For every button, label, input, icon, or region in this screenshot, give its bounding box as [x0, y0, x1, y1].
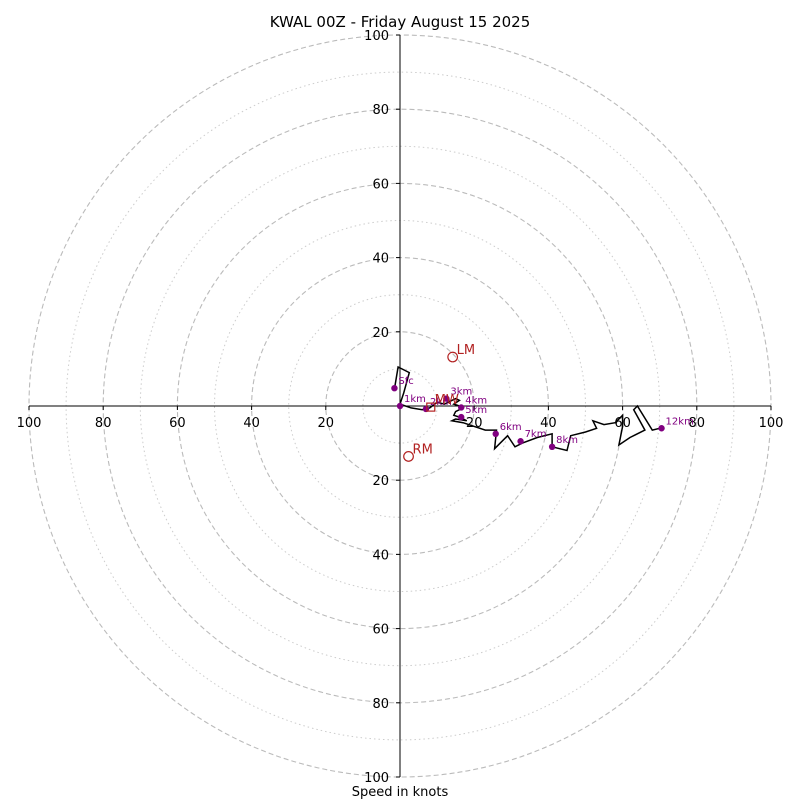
height-marker-5km	[458, 413, 465, 421]
tick-label-down-100: 100	[364, 771, 389, 786]
tick-label-right-40: 40	[540, 416, 557, 431]
tick-label-left-20: 20	[318, 416, 335, 431]
tick-label-down-60: 60	[372, 623, 389, 638]
height-label-4km: 4km	[465, 395, 487, 406]
tick-label-left-40: 40	[243, 416, 260, 431]
tick-label-left-80: 80	[95, 416, 112, 431]
height-marker-4km	[458, 404, 465, 411]
tick-labels: 2020202040404040606060608080808010010010…	[17, 29, 784, 786]
storm-motion-markers: LM RM MW	[403, 343, 475, 462]
height-label-7km: 7km	[525, 429, 547, 440]
height-label-3km: 3km	[450, 387, 472, 398]
storm-motion-marker-MW	[426, 402, 436, 412]
tick-label-down-80: 80	[372, 697, 389, 712]
height-marker-8km	[548, 443, 556, 451]
tick-label-up-100: 100	[364, 29, 389, 44]
tick-label-down-40: 40	[372, 548, 389, 563]
storm-motion-marker-RM	[403, 451, 414, 462]
height-marker-1km	[396, 402, 404, 410]
height-label-1km: 1km	[404, 394, 426, 405]
tick-label-right-80: 80	[689, 416, 706, 431]
x-axis-label: Speed in knots	[352, 785, 449, 800]
storm-motion-label-RM: RM	[413, 442, 433, 457]
storm-motion-label-LM: LM	[457, 343, 475, 358]
chart-title: KWAL 00Z - Friday August 15 2025	[270, 13, 531, 31]
hodograph-trace-line	[393, 365, 660, 452]
height-marker-6km	[492, 430, 499, 438]
storm-motion-label-MW: MW	[435, 393, 459, 408]
tick-label-down-20: 20	[372, 474, 389, 489]
height-label-2km: 2km	[430, 397, 452, 408]
height-marker-12km	[658, 425, 665, 432]
height-marker-7km	[517, 438, 524, 445]
tick-label-up-40: 40	[372, 252, 389, 267]
tick-label-up-60: 60	[372, 177, 389, 192]
height-marker-Sfc	[391, 384, 398, 392]
height-label-Sfc: Sfc	[398, 376, 413, 387]
height-label-5km: 5km	[465, 405, 487, 416]
tick-label-left-60: 60	[169, 416, 186, 431]
tick-label-up-20: 20	[372, 326, 389, 341]
tick-label-up-80: 80	[372, 103, 389, 118]
height-label-12km: 12km	[666, 416, 694, 427]
storm-motion-marker-LM	[447, 351, 459, 363]
height-label-8km: 8km	[556, 435, 578, 446]
tick-label-right-100: 100	[759, 416, 784, 431]
height-label-6km: 6km	[500, 422, 522, 433]
wind-trace	[393, 365, 660, 452]
tick-label-left-100: 100	[17, 416, 42, 431]
height-marker-3km	[443, 395, 450, 402]
